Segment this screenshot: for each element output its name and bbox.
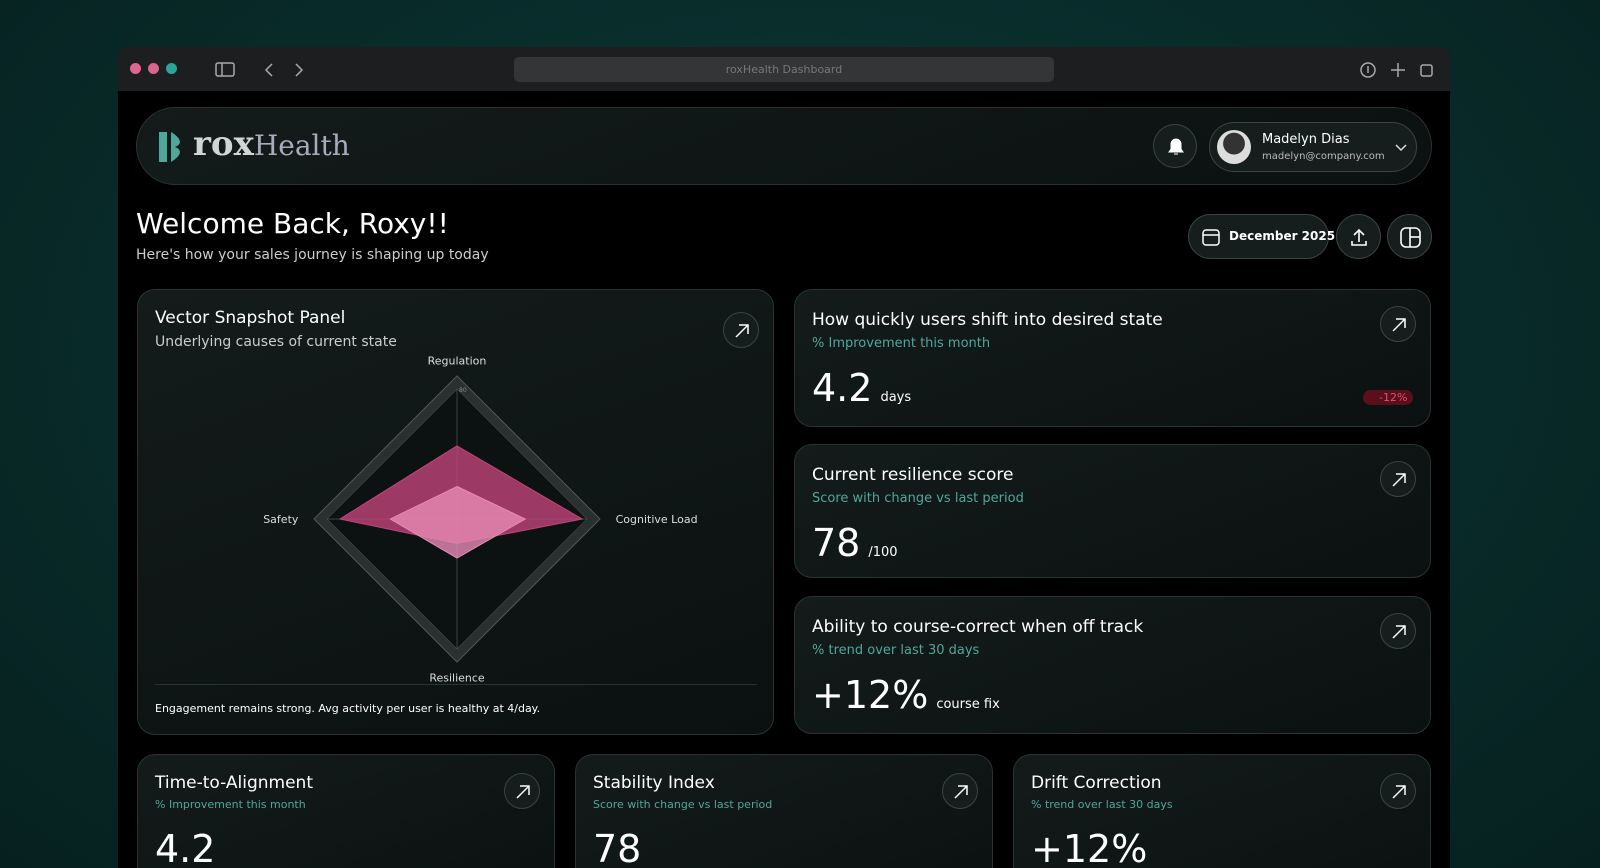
divider	[155, 684, 757, 685]
open-button[interactable]	[942, 773, 978, 809]
card-value: 78	[812, 521, 861, 565]
card-value-row: +12% course fix	[812, 673, 1000, 717]
user-menu[interactable]: Madelyn Dias madelyn@company.com	[1209, 122, 1417, 172]
card-title: Drift Correction	[1031, 773, 1162, 793]
card-subtitle: % trend over last 30 days	[1031, 798, 1173, 811]
card-unit: /100	[868, 545, 898, 560]
tick-label: 80	[459, 387, 467, 394]
toolbar: roxHealth Dashboard	[118, 47, 1450, 91]
open-button[interactable]	[1380, 773, 1416, 809]
axis-label: Regulation	[428, 354, 487, 367]
minimize[interactable]	[148, 63, 159, 74]
open-button[interactable]	[504, 773, 540, 809]
card-title: Current resilience score	[812, 465, 1014, 485]
notifications[interactable]	[1153, 124, 1197, 168]
open-button[interactable]	[1380, 306, 1416, 342]
panel-footer: Engagement remains strong. Avg activity …	[155, 702, 541, 715]
panel-subtitle: Underlying causes of current state	[155, 334, 397, 350]
welcome-title: Welcome Back, Roxy!!	[136, 207, 449, 240]
card-subtitle: % trend over last 30 days	[812, 643, 980, 658]
maximize[interactable]	[166, 63, 177, 74]
card-title: How quickly users shift into desired sta…	[812, 310, 1163, 330]
card-subtitle: Score with change vs last period	[812, 491, 1024, 506]
layout[interactable]	[1387, 214, 1432, 259]
card-value: +12%	[1031, 827, 1148, 868]
card-value-row: 78/100	[812, 521, 898, 565]
address-text: roxHealth Dashboard	[725, 63, 843, 76]
summary-card: Drift Correction % trend over last 30 day…	[1013, 754, 1431, 868]
user-email: madelyn@company.com	[1262, 151, 1385, 162]
welcome-subtitle: Here's how your sales journey is shaping…	[136, 247, 489, 263]
radar-chart: 56647280RegulationCognitive LoadResilien…	[263, 354, 698, 685]
card-value: +12%	[812, 673, 929, 717]
browser-window: roxHealth Dashboard roxHealth Madelyn Di…	[118, 47, 1450, 868]
card-title: Time-to-Alignment	[155, 773, 313, 793]
chevron	[1395, 144, 1407, 152]
date-picker[interactable]: December 2025	[1188, 214, 1335, 259]
logo: roxHealth	[193, 124, 350, 164]
change-badge: -12%	[1363, 390, 1414, 405]
radar-panel: Vector Snapshot Panel Underlying causes …	[137, 289, 774, 735]
card-value: 4.2	[812, 366, 873, 410]
export[interactable]	[1336, 214, 1381, 259]
axis-label: Safety	[263, 513, 299, 526]
card-subtitle: % Improvement this month	[812, 336, 991, 351]
calendar-icon	[1202, 229, 1220, 246]
browser-actions[interactable]	[1358, 60, 1438, 80]
metric-card: Current resilience score Score with chang…	[794, 444, 1431, 578]
axis-label: Resilience	[429, 672, 485, 685]
card-subtitle: % Improvement this month	[155, 798, 306, 811]
card-title: Stability Index	[593, 773, 715, 793]
card-unit: days	[880, 390, 912, 405]
radar-area	[389, 485, 527, 559]
metric-card: How quickly users shift into desired sta…	[794, 289, 1431, 427]
user-name: Madelyn Dias	[1262, 132, 1350, 147]
card-value-row: 4.2 days	[812, 366, 911, 410]
open-button[interactable]	[1380, 461, 1416, 497]
card-value: 4.2	[155, 827, 216, 868]
open-button[interactable]	[1380, 613, 1416, 649]
panel-title: Vector Snapshot Panel	[155, 308, 346, 328]
date-text: December 2025	[1229, 229, 1336, 243]
logo-bold: rox	[193, 124, 254, 164]
summary-card: Stability Index Score with change vs last…	[575, 754, 993, 868]
open-panel[interactable]	[723, 312, 759, 348]
nav-icons[interactable]	[214, 61, 434, 79]
card-unit: course fix	[936, 697, 1000, 712]
summary-card: Time-to-Alignment % Improvement this mont…	[137, 754, 555, 868]
logo-light: Health	[253, 129, 350, 162]
close[interactable]	[130, 63, 141, 74]
axis-label: Cognitive Load	[616, 513, 698, 526]
metric-card: Ability to course-correct when off track…	[794, 596, 1431, 734]
address-bar[interactable]: roxHealth Dashboard	[514, 57, 1054, 82]
avatar	[1217, 130, 1251, 164]
logo-mark	[159, 132, 180, 162]
card-value: 78	[593, 827, 642, 868]
app-header: roxHealth Madelyn Dias madelyn@company.c…	[136, 107, 1432, 185]
card-subtitle: Score with change vs last period	[593, 798, 773, 811]
card-title: Ability to course-correct when off track	[812, 617, 1144, 637]
